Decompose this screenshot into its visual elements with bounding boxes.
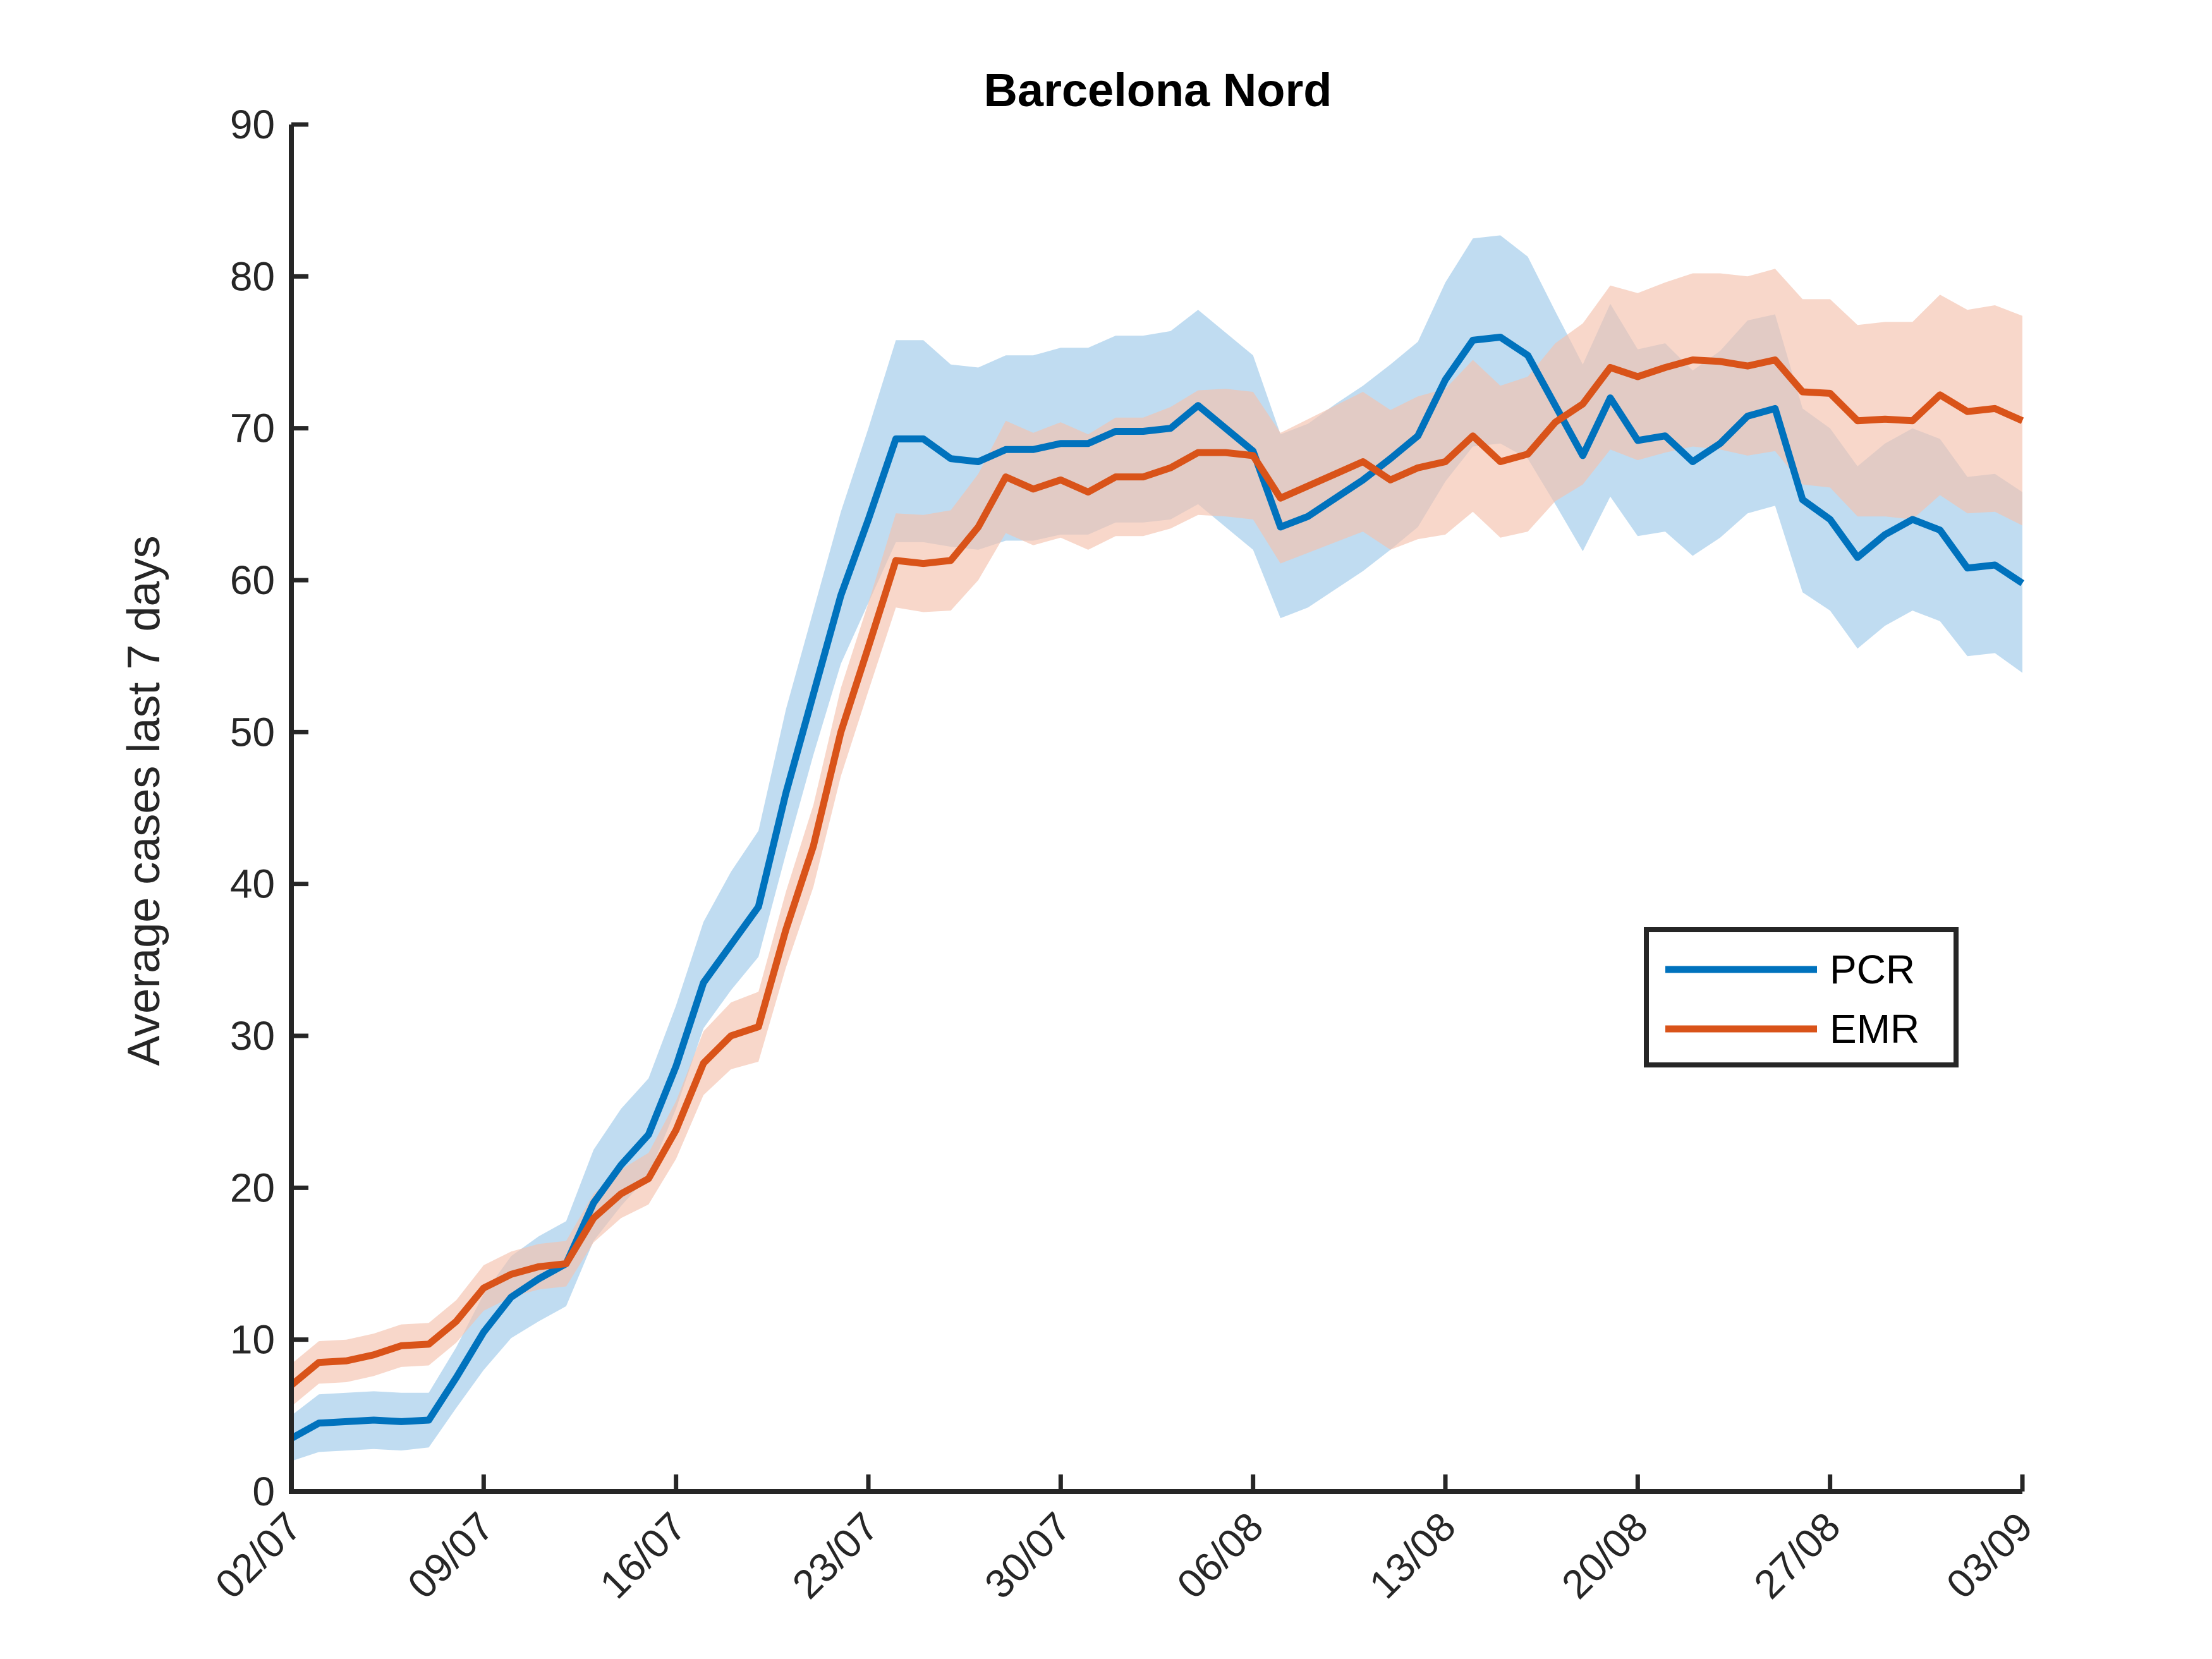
x-tick-label: 06/08: [1168, 1504, 1272, 1607]
x-tick-label: 13/08: [1361, 1504, 1464, 1607]
x-tick-label: 23/07: [784, 1504, 887, 1607]
y-tick-label: 60: [230, 557, 275, 603]
chart-title: Barcelona Nord: [983, 64, 1332, 116]
x-tick-label: 02/07: [207, 1504, 310, 1607]
band-emr: [291, 269, 2022, 1407]
x-tick-label: 09/07: [399, 1504, 502, 1607]
x-tick-label: 30/07: [976, 1504, 1079, 1607]
y-tick-label: 80: [230, 253, 275, 299]
confidence-bands: [291, 235, 2022, 1461]
y-tick-label: 70: [230, 406, 275, 451]
x-tick-label: 20/08: [1553, 1504, 1656, 1607]
x-tick-label: 03/09: [1938, 1504, 2041, 1607]
y-tick-label: 20: [230, 1165, 275, 1210]
y-tick-label: 40: [230, 861, 275, 907]
x-tick-label: 16/07: [591, 1504, 695, 1607]
y-tick-label: 30: [230, 1013, 275, 1059]
x-tick-label: 27/08: [1745, 1504, 1849, 1607]
legend: PCR EMR: [1644, 927, 1959, 1067]
y-axis-label: Average cases last 7 days: [119, 535, 169, 1066]
line-emr: [289, 356, 2024, 1389]
series-lines: [289, 334, 2025, 1442]
line-pcr: [289, 334, 2025, 1442]
legend-box: [1644, 927, 1959, 1067]
y-tick-label: 50: [230, 709, 275, 755]
legend-label-emr: EMR: [1830, 1006, 1919, 1052]
legend-label-pcr: PCR: [1830, 947, 1915, 992]
y-tick-label: 0: [252, 1469, 275, 1514]
y-tick-label: 10: [230, 1317, 275, 1363]
y-tick-label: 90: [230, 102, 275, 147]
